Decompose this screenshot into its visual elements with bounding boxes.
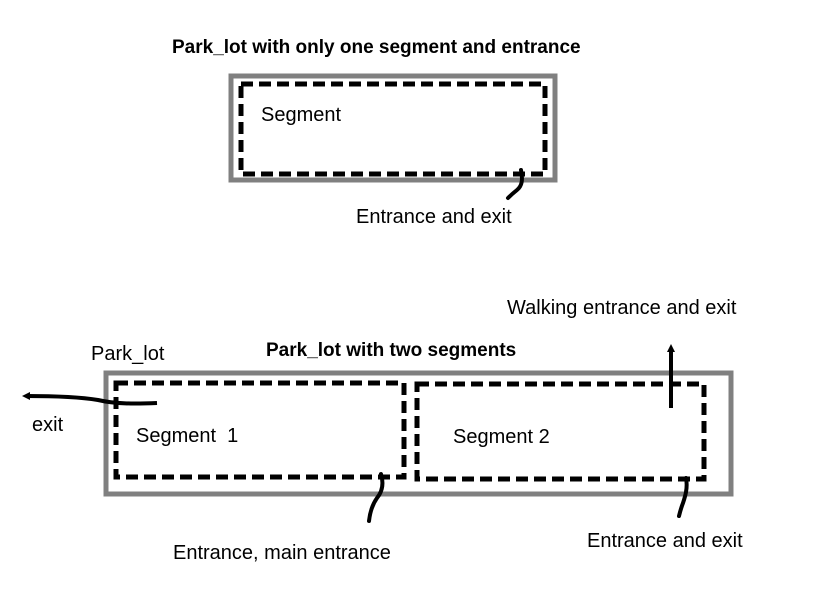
segment-2-label: Segment 2 xyxy=(453,426,550,448)
diagram-two-title: Park_lot with two segments xyxy=(266,340,517,361)
walking-entrance-label: Walking entrance and exit xyxy=(507,297,737,319)
segment-1-label: Segment 1 xyxy=(136,425,239,447)
entrance-exit-label-one: Entrance and exit xyxy=(356,206,512,228)
diagram-one-title: Park_lot with only one segment and entra… xyxy=(172,37,581,58)
segment-label: Segment xyxy=(261,104,342,126)
park-lot-boundary-two xyxy=(103,370,734,497)
segment-1-boundary xyxy=(113,380,407,480)
park-lot-boundary-one xyxy=(228,73,558,183)
main-entrance-label: Entrance, main entrance xyxy=(173,542,391,564)
entrance-exit-label-two: Entrance and exit xyxy=(587,530,743,552)
segment-2-boundary xyxy=(414,381,707,482)
park-lot-label: Park_lot xyxy=(91,343,165,365)
entrance-marker-one xyxy=(506,168,524,200)
entrance-marker-two xyxy=(677,476,689,518)
exit-arrow xyxy=(22,392,158,406)
exit-label: exit xyxy=(32,414,64,436)
segment-boundary-one xyxy=(238,81,548,177)
main-entrance-marker xyxy=(367,472,385,523)
